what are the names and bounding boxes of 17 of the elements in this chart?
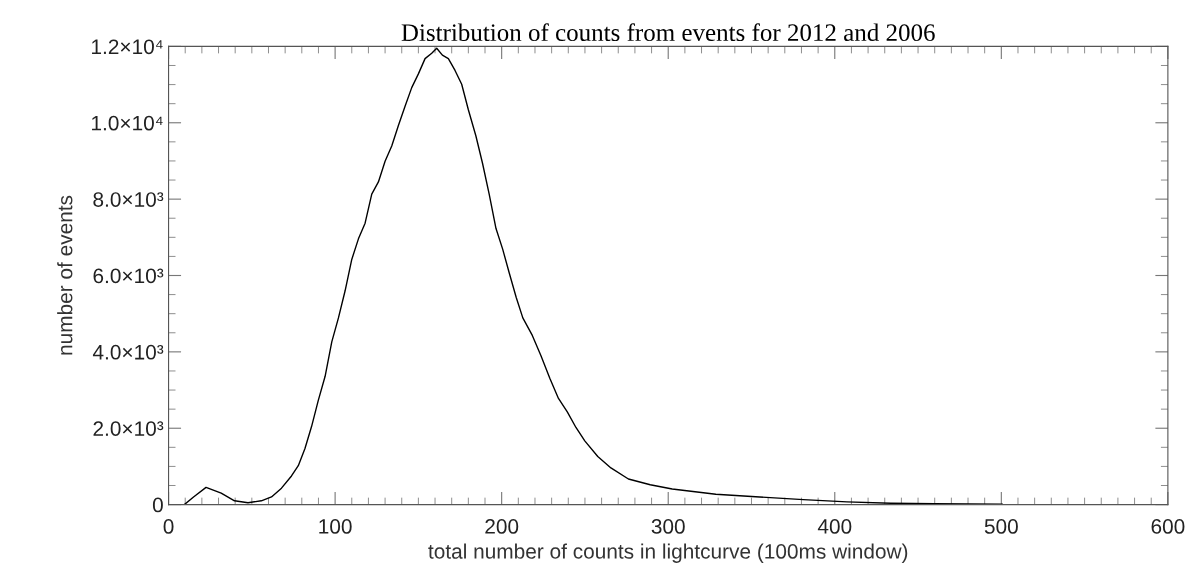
y-tick-label: 1.2×10⁴ [92,39,163,55]
x-tick-label: 500 [984,519,1018,534]
chart-title: Distribution of counts from events for 2012 and 2006 [401,23,935,42]
x-tick-label: 200 [485,519,519,534]
x-tick-label: 400 [817,519,852,534]
y-tick-label: 1.0×10⁴ [92,115,163,131]
x-tick-label: 0 [163,519,174,534]
x-tick-label: 100 [319,519,352,534]
y-tick-label: 2.0×10³ [93,421,164,436]
x-tick-label: 300 [651,519,685,534]
y-tick-label: 6.0×10³ [93,268,164,284]
y-axis-title: number of events [57,195,73,355]
y-tick-label: 8.0×10³ [93,192,164,207]
x-axis-title: total number of counts in lightcurve (100ms window) [428,543,908,563]
y-tick-label: 4.0×10³ [92,344,164,360]
x-tick-label: 600 [1151,519,1185,534]
y-tick-label: 0 [152,497,163,513]
